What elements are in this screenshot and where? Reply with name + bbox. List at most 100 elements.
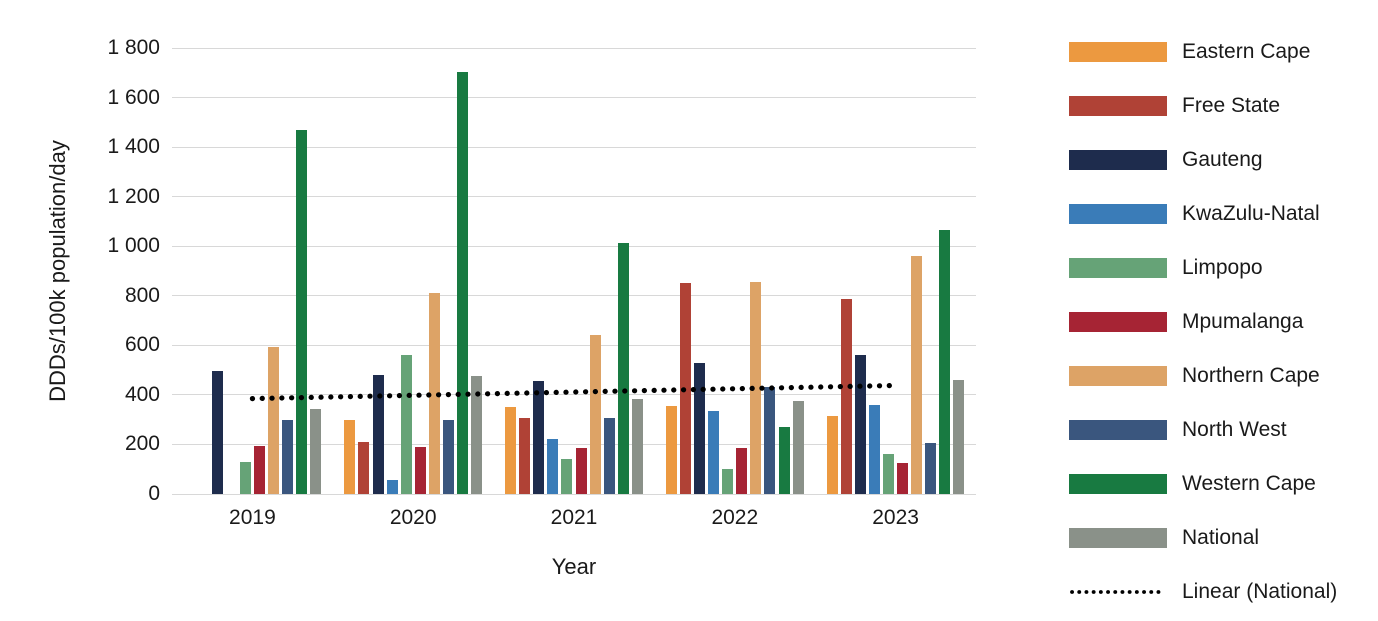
y-tick-label: 1 200: [107, 184, 160, 208]
bar-free-state-2021: [519, 418, 531, 494]
x-tick-label: 2019: [229, 506, 276, 529]
bar-northern-cape-2021: [589, 335, 601, 494]
y-tick-label: 1 800: [107, 36, 160, 59]
bar-kwazulu-natal-2023: [868, 404, 880, 494]
gridline: [172, 295, 976, 297]
y-tick-label: 800: [124, 283, 160, 307]
legend-swatch-limpopo: [1069, 258, 1167, 278]
legend-label: Free State: [1182, 94, 1281, 117]
legend: Eastern Cape Free State Gauteng KwaZulu-Nat…: [1069, 39, 1369, 621]
bar-gauteng-2023: [854, 355, 866, 494]
legend-item-western-cape: Western Cape: [1069, 471, 1369, 497]
legend-label: North West: [1182, 418, 1287, 441]
bar-western-cape-2021: [617, 242, 629, 494]
bar-limpopo-2023: [883, 454, 895, 494]
legend-item-limpopo: Limpopo: [1069, 255, 1369, 281]
legend-label: Eastern Cape: [1182, 40, 1311, 63]
bar-eastern-cape-2023: [826, 415, 838, 494]
legend-swatch-eastern-cape: [1069, 42, 1167, 62]
bar-northern-cape-2023: [911, 256, 923, 494]
bar-mpumalanga-2022: [736, 448, 748, 494]
bar-limpopo-2019: [239, 461, 251, 494]
y-tick-label: 400: [124, 382, 160, 406]
gridline: [172, 97, 976, 99]
legend-label: KwaZulu-Natal: [1182, 202, 1320, 225]
bar-free-state-2022: [680, 283, 692, 494]
bar-national-2023: [953, 380, 965, 494]
bar-eastern-cape-2022: [665, 406, 677, 494]
bar-western-cape-2022: [778, 427, 790, 494]
legend-item-gauteng: Gauteng: [1069, 147, 1369, 173]
legend-swatch-free-state: [1069, 96, 1167, 116]
gridline: [172, 493, 976, 495]
bar-western-cape-2023: [939, 230, 951, 494]
bar-north-west-2022: [764, 387, 776, 494]
legend-item-north-west: North West: [1069, 417, 1369, 443]
y-tick-label: 1 600: [107, 85, 160, 109]
bar-limpopo-2021: [561, 459, 573, 494]
legend-label: Mpumalanga: [1182, 310, 1304, 333]
legend-swatch-north-west: [1069, 420, 1167, 440]
legend-swatch-northern-cape: [1069, 366, 1167, 386]
bar-western-cape-2019: [296, 129, 308, 494]
bar-north-west-2020: [442, 419, 454, 494]
y-tick-label: 1 400: [107, 135, 160, 159]
bar-eastern-cape-2021: [505, 407, 517, 494]
bar-eastern-cape-2020: [344, 419, 356, 494]
gridline: [172, 245, 976, 247]
bar-mpumalanga-2019: [253, 445, 265, 494]
bar-mpumalanga-2023: [897, 463, 909, 494]
gridline: [172, 196, 976, 198]
legend-label: Western Cape: [1182, 472, 1316, 495]
y-tick-label: 200: [124, 432, 160, 456]
bar-national-2022: [792, 401, 804, 494]
legend-swatch-mpumalanga: [1069, 312, 1167, 332]
bar-national-2020: [471, 376, 482, 494]
bar-limpopo-2022: [722, 469, 734, 494]
bar-western-cape-2020: [456, 71, 468, 494]
bar-gauteng-2019: [211, 371, 223, 494]
gridline: [172, 47, 976, 49]
bar-mpumalanga-2020: [414, 446, 426, 494]
bar-gauteng-2020: [372, 375, 384, 494]
y-tick-label: 600: [124, 333, 160, 357]
legend-swatch-western-cape: [1069, 474, 1167, 494]
bar-kwazulu-natal-2020: [386, 480, 398, 494]
bar-kwazulu-natal-2022: [708, 410, 720, 494]
x-tick-label: 2021: [550, 506, 598, 529]
bar-limpopo-2020: [400, 355, 412, 494]
legend-item-northern-cape: Northern Cape: [1069, 363, 1369, 389]
y-tick-label: 0: [148, 482, 160, 505]
y-tick-label: 1 000: [107, 234, 160, 258]
gridline: [172, 344, 976, 346]
legend-label: Limpopo: [1182, 256, 1263, 279]
bar-northern-cape-2020: [428, 293, 440, 494]
bar-north-west-2023: [925, 443, 937, 494]
legend-item-free-state: Free State: [1069, 93, 1369, 119]
legend-swatch-kwazulu-natal: [1069, 204, 1167, 224]
bar-kwazulu-natal-2021: [547, 439, 559, 494]
legend-label: Northern Cape: [1182, 364, 1320, 387]
y-axis-title: DDDs/100k population/day: [45, 140, 70, 402]
bar-free-state-2020: [358, 441, 370, 494]
linear-national-trendline: [249, 382, 899, 402]
legend-item-eastern-cape: Eastern Cape: [1069, 39, 1369, 65]
bar-north-west-2021: [603, 418, 615, 494]
x-axis-title: Year: [551, 554, 597, 579]
bar-northern-cape-2022: [750, 282, 762, 494]
legend-label: Linear (National): [1182, 580, 1338, 603]
legend-item-national: National: [1069, 525, 1369, 551]
legend-item-mpumalanga: Mpumalanga: [1069, 309, 1369, 335]
bar-national-2019: [310, 408, 322, 494]
legend-swatch-national: [1069, 528, 1167, 548]
bar-national-2021: [631, 398, 643, 494]
bar-gauteng-2021: [533, 381, 545, 494]
bar-northern-cape-2019: [268, 346, 279, 494]
x-tick-label: 2022: [711, 506, 759, 529]
legend-item-kwazulu-natal: KwaZulu-Natal: [1069, 201, 1369, 227]
legend-item-linear-national-: Linear (National): [1069, 579, 1369, 605]
x-tick-label: 2023: [872, 506, 919, 529]
bar-mpumalanga-2021: [575, 448, 587, 494]
bar-free-state-2023: [840, 299, 852, 494]
